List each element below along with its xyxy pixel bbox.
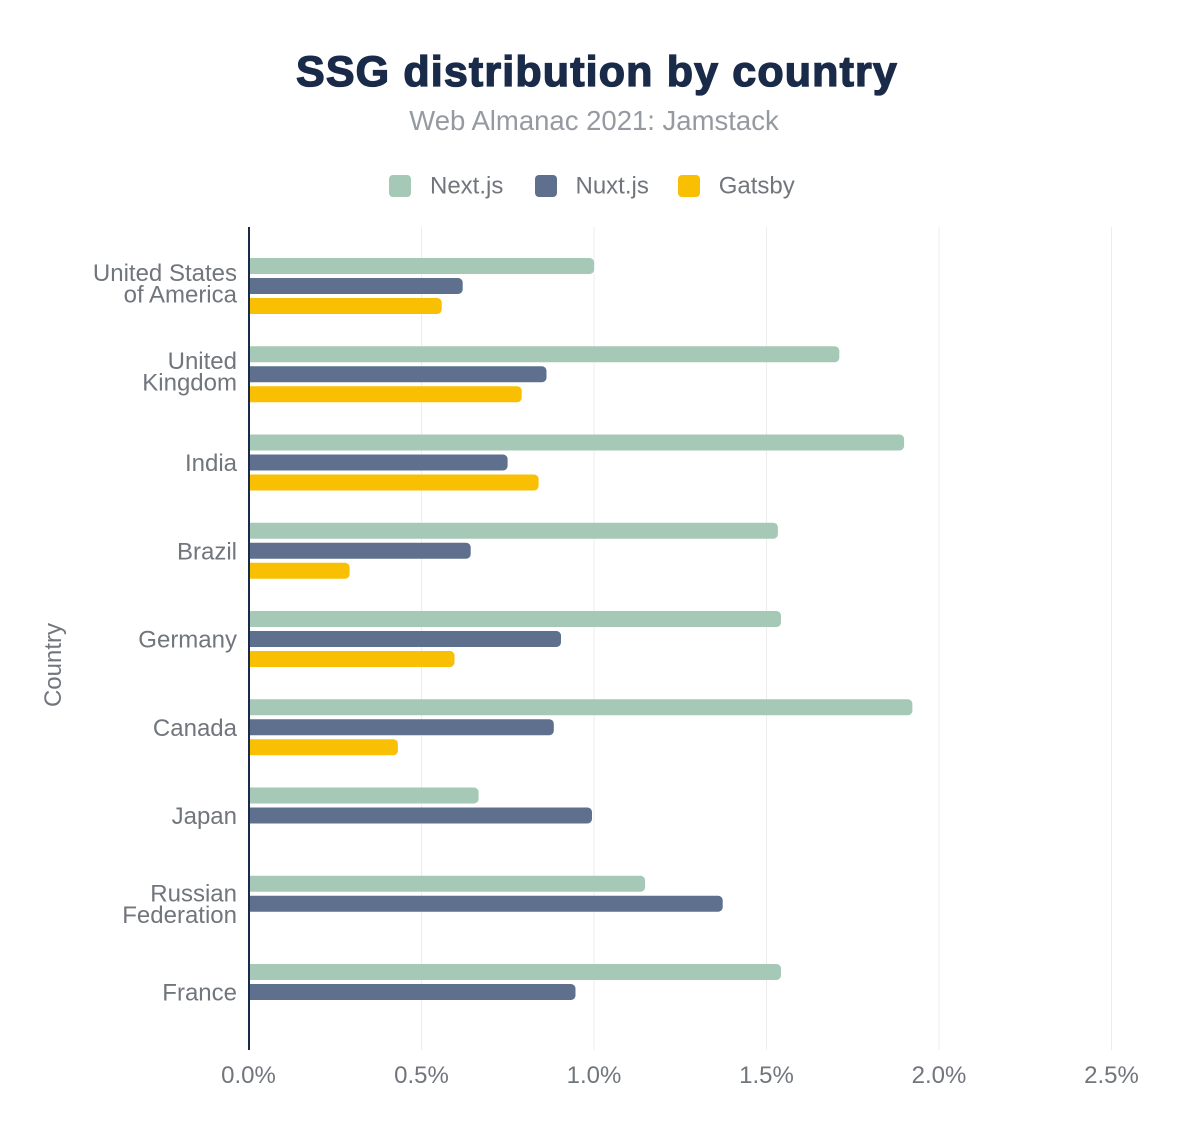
svg-text:Kingdom: Kingdom [142,370,237,397]
svg-text:Federation: Federation [122,902,237,929]
svg-text:Gatsby: Gatsby [719,173,795,200]
svg-text:Next.js: Next.js [430,173,503,200]
svg-text:Country: Country [40,623,67,707]
svg-text:1.5%: 1.5% [739,1062,794,1089]
svg-text:France: France [162,980,237,1007]
svg-text:0.5%: 0.5% [394,1062,449,1089]
svg-text:of America: of America [124,281,238,308]
svg-text:2.5%: 2.5% [1084,1062,1139,1089]
svg-text:Germany: Germany [138,627,237,654]
svg-text:India: India [185,450,238,477]
svg-text:1.0%: 1.0% [567,1062,622,1089]
svg-text:0.0%: 0.0% [221,1062,276,1089]
svg-text:Russian: Russian [150,881,237,908]
svg-text:SSG distribution by country: SSG distribution by country [296,48,898,96]
svg-text:Web Almanac 2021: Jamstack: Web Almanac 2021: Jamstack [409,105,779,136]
svg-text:2.0%: 2.0% [912,1062,967,1089]
svg-text:Canada: Canada [153,715,238,742]
svg-text:Nuxt.js: Nuxt.js [576,173,649,200]
svg-text:Brazil: Brazil [177,538,237,565]
svg-text:Japan: Japan [172,803,237,830]
svg-text:United States: United States [93,260,237,287]
svg-text:United: United [168,348,237,375]
